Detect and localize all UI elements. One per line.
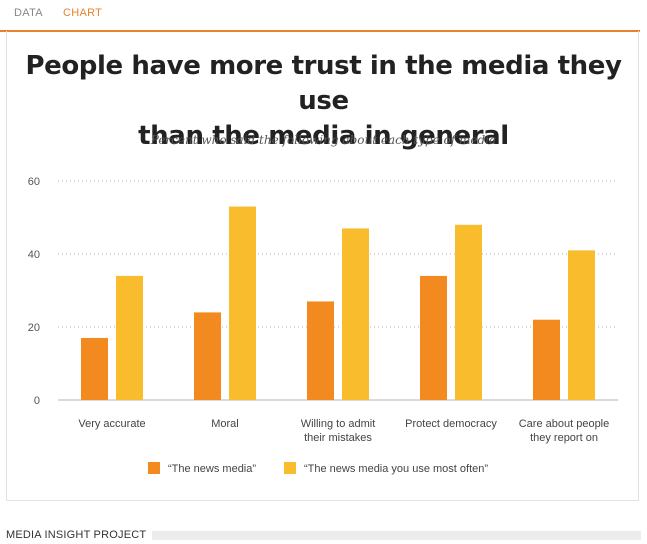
chart-subtitle: Percent who said the following about eac…	[150, 133, 497, 147]
bar-series-1-cat-4	[420, 275, 447, 400]
x-tick-label-2: Moral	[211, 418, 239, 430]
bar-series-2-cat-2	[229, 206, 256, 400]
bar-series-1-cat-5	[533, 319, 560, 400]
x-tick-label-line: Willing to admit	[301, 418, 376, 430]
legend-swatch-series-1	[148, 462, 160, 474]
bar-series-1-cat-1	[81, 337, 108, 400]
chart-title-line-1: People have more trust in the media they…	[25, 51, 622, 116]
chart-title-line-2: than the media in general	[138, 121, 509, 151]
bar-series-1-cat-2	[194, 312, 221, 400]
chart-legend: “The news media” “The news media you use…	[0, 462, 647, 478]
bar-series-2-cat-5	[568, 250, 595, 400]
x-tick-label-5: Care about people they report on	[519, 418, 610, 444]
legend-label-series-1: “The news media”	[168, 463, 257, 475]
y-tick-label-0: 0	[34, 395, 40, 407]
y-tick-label-20: 20	[28, 322, 40, 334]
x-tick-label-line: Very accurate	[78, 418, 145, 430]
legend-item-series-2: “The news media you use most often”	[284, 462, 488, 475]
chart-panel	[6, 31, 639, 501]
footer-label: MEDIA INSIGHT PROJECT	[6, 529, 147, 541]
bar-series-2-cat-3	[342, 228, 369, 400]
tab-data[interactable]: DATA	[14, 7, 43, 19]
legend-label-series-2: “The news media you use most often”	[304, 463, 489, 475]
x-tick-label-line: Care about people	[519, 418, 610, 430]
y-tick-label-40: 40	[28, 249, 40, 261]
tab-bar: DATA CHART	[0, 0, 647, 32]
x-tick-label-1: Very accurate	[78, 418, 145, 430]
y-tick-label-60: 60	[28, 176, 40, 188]
x-tick-label-line: they report on	[530, 432, 598, 444]
legend-swatch-series-2	[284, 462, 296, 474]
x-tick-label-line: Protect democracy	[405, 418, 497, 430]
x-tick-label-4: Protect democracy	[405, 418, 497, 430]
footer-bar	[152, 531, 641, 540]
x-tick-label-line: Moral	[211, 418, 239, 430]
x-tick-label-line: their mistakes	[304, 432, 372, 444]
bar-series-2-cat-1	[116, 275, 143, 400]
legend-item-series-1: “The news media”	[148, 462, 256, 475]
bar-series-2-cat-4	[455, 224, 482, 400]
bar-series-1-cat-3	[307, 301, 334, 400]
active-tab-underline	[0, 30, 640, 32]
tab-chart[interactable]: CHART	[63, 7, 103, 19]
chart-title: People have more trust in the media they…	[0, 49, 647, 154]
x-tick-label-3: Willing to admit their mistakes	[301, 418, 376, 444]
